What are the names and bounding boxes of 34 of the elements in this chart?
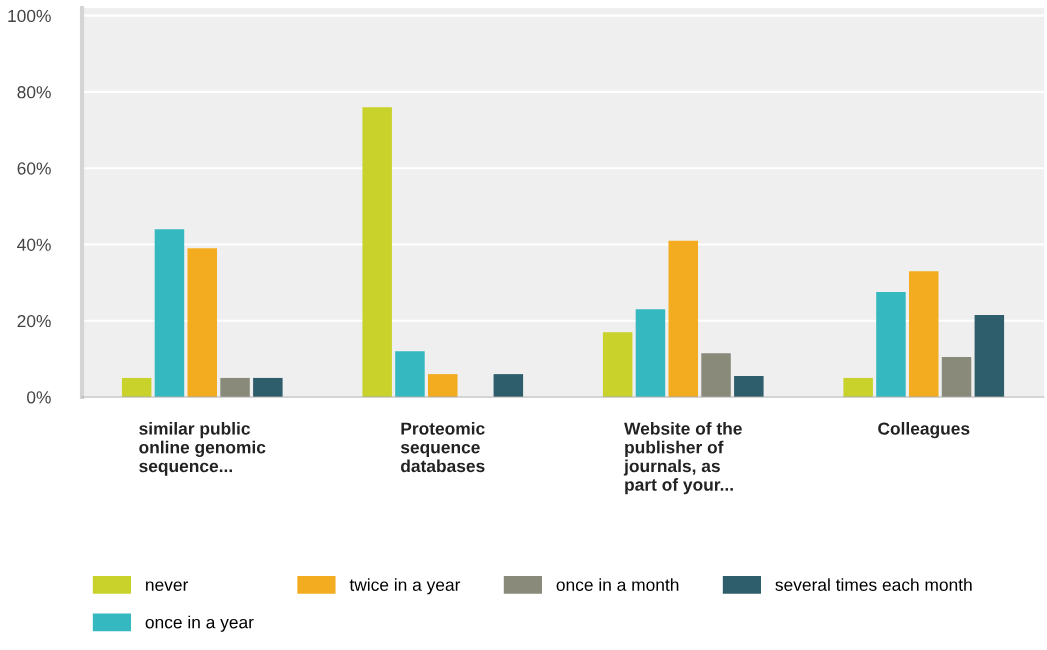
y-tick-label: 40% [17,238,51,251]
bar [602,332,633,397]
bar [121,377,152,397]
bar [427,374,458,397]
bar [701,353,731,397]
y-tick-label: 100% [8,9,51,23]
x-tick-label: Proteomic sequence databases [400,422,485,473]
bar [187,248,218,397]
bar [493,374,524,397]
bar [635,309,666,397]
x-tick-label: Website of the publisher of journals, as part of your... [623,422,742,495]
bar [362,107,392,397]
x-tick-label: similar public online genomic sequence... [139,422,266,476]
bar [668,240,699,397]
bar [253,377,283,397]
bar [220,377,250,397]
bar [395,351,425,397]
bar [154,229,185,397]
bar [734,376,764,397]
legend-label: once in a month [556,578,679,591]
y-tick-label: 20% [17,314,51,328]
y-tick-label: 60% [17,162,51,175]
bar [941,356,972,397]
x-tick-label: Colleagues [878,422,970,439]
legend-label: twice in a year [349,578,461,595]
bar [876,292,906,397]
legend-label: several times each month [775,578,972,591]
legend-label: never [146,581,189,591]
bar [974,315,1005,397]
y-tick-label: 0% [27,391,51,404]
bar [843,377,873,397]
y-tick-label: 80% [17,86,51,99]
bar [908,271,939,397]
legend-label: once in a year [145,615,254,632]
